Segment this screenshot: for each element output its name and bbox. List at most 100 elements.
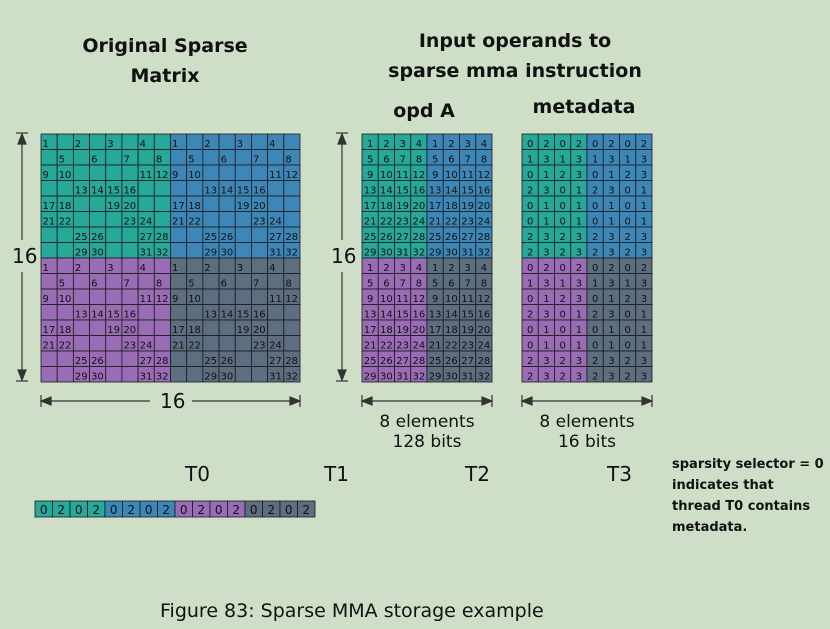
metadata-value: 0 [624, 139, 630, 150]
metadata-value: 0 [527, 294, 533, 305]
metadata-value: 3 [543, 310, 549, 321]
opd-a-value: 31 [461, 372, 474, 383]
opd-a-value: 10 [380, 170, 393, 181]
original-matrix-value: 9 [172, 294, 178, 305]
opd-a-value: 13 [429, 186, 442, 197]
original-matrix-value: 5 [188, 155, 194, 166]
up-arrow-icon [17, 132, 27, 145]
metadata-value: 1 [576, 217, 582, 228]
opd-a-value: 5 [432, 155, 438, 166]
original-matrix-value: 17 [43, 325, 56, 336]
metadata-matrix: 0 2 0 2 0 2 0 21 3 1 3 1 3 1 30 1 2 3 0 1 2 32 3 0 1 2 3 0 10 1 0 1 0 1 0 1… [521, 133, 653, 383]
opd-a-value: 16 [478, 310, 491, 321]
metadata-value: 1 [608, 325, 614, 336]
opd-a-value: 32 [478, 372, 491, 383]
original-matrix-cell [105, 242, 123, 259]
original-matrix-value: 10 [59, 294, 72, 305]
metadata-value: 0 [527, 263, 533, 274]
selector-value: 0 [40, 503, 48, 517]
selector-value: 0 [215, 503, 223, 517]
original-matrix-value: 20 [123, 325, 136, 336]
original-matrix-cell [202, 149, 220, 166]
selector-value: 2 [57, 503, 65, 517]
opd-a-value: 19 [461, 201, 474, 212]
opd-a-cell [475, 366, 493, 383]
dimension-arrows [16, 132, 654, 407]
original-matrix-cell [137, 319, 155, 336]
original-matrix-value: 20 [123, 201, 136, 212]
opd-a-value: 14 [380, 310, 393, 321]
original-matrix-value: 25 [75, 356, 88, 367]
opd-a-value: 14 [380, 186, 393, 197]
original-matrix-cell [234, 149, 252, 166]
original-matrix-cell [234, 335, 252, 352]
original-matrix-cell [137, 180, 155, 197]
original-matrix-value: 8 [156, 155, 162, 166]
metadata-value: 2 [527, 310, 533, 321]
original-matrix-cell [186, 257, 204, 274]
metadata-value: 0 [592, 263, 598, 274]
original-matrix-cell [234, 288, 252, 305]
thread-label-t3: T3 [607, 462, 632, 486]
metadata-value: 1 [608, 201, 614, 212]
original-matrix-cell [202, 164, 220, 181]
selector-value: 0 [285, 503, 293, 517]
opd-a-value: 4 [416, 263, 422, 274]
original-matrix-cell [186, 133, 204, 150]
selector-value: 2 [162, 503, 170, 517]
metadata-value: 2 [559, 170, 565, 181]
original-matrix-cell [202, 319, 220, 336]
original-matrix-value: 1 [172, 139, 178, 150]
metadata-value: 2 [527, 186, 533, 197]
metadata-value: 1 [608, 170, 614, 181]
metadata-value: 1 [608, 341, 614, 352]
opd-a-value: 3 [399, 139, 405, 150]
opd-a-value: 12 [478, 170, 491, 181]
opd-a-value: 14 [445, 186, 458, 197]
original-matrix-cell [121, 226, 139, 243]
opd-a-value: 18 [445, 325, 458, 336]
metadata-value: 0 [527, 139, 533, 150]
original-matrix-cell [267, 319, 285, 336]
opd-a-value: 25 [364, 232, 377, 243]
opd-a-value: 31 [396, 248, 409, 259]
original-matrix-cell [153, 304, 171, 321]
original-matrix-value: 10 [188, 294, 201, 305]
original-matrix-cell [105, 211, 123, 228]
opd-a-value: 2 [383, 263, 389, 274]
opd-a-value: 5 [367, 279, 373, 290]
original-matrix-cell [56, 242, 74, 259]
metadata-value: 0 [624, 263, 630, 274]
opd-a-value: 6 [383, 279, 389, 290]
original-matrix-value: 14 [91, 310, 104, 321]
opd-a-value: 24 [478, 341, 491, 352]
metadata-value: 0 [559, 186, 565, 197]
selector-value: 2 [232, 503, 240, 517]
original-matrix-cell [72, 211, 90, 228]
input-title-line1: Input operands to [418, 30, 612, 52]
original-matrix-cell [153, 335, 171, 352]
metadata-value: 3 [543, 372, 549, 383]
metadata-value: 2 [559, 356, 565, 367]
original-matrix-value: 15 [107, 310, 120, 321]
original-matrix-value: 28 [156, 356, 169, 367]
opd-a-value: 26 [380, 356, 393, 367]
metadata-value: 1 [527, 279, 533, 290]
selector-value: 0 [145, 503, 153, 517]
metadata-value: 2 [624, 294, 630, 305]
metadata-value: 0 [592, 139, 598, 150]
input-operands-title: Input operands to sparse mma instruction [375, 26, 655, 86]
opd-a-value: 2 [448, 139, 454, 150]
input-title-line2: sparse mma instruction [388, 60, 642, 82]
metadata-value: 1 [576, 186, 582, 197]
opd-a-value: 15 [396, 310, 409, 321]
original-matrix-cell [153, 195, 171, 212]
opd-a-value: 28 [478, 232, 491, 243]
metadata-value: 3 [543, 279, 549, 290]
original-matrix-value: 2 [75, 263, 81, 274]
metadata-value: 2 [527, 248, 533, 259]
original-matrix-cell [72, 164, 90, 181]
original-matrix-value: 29 [75, 372, 88, 383]
opd-a-value: 20 [413, 325, 426, 336]
opd-a-value: 5 [432, 279, 438, 290]
